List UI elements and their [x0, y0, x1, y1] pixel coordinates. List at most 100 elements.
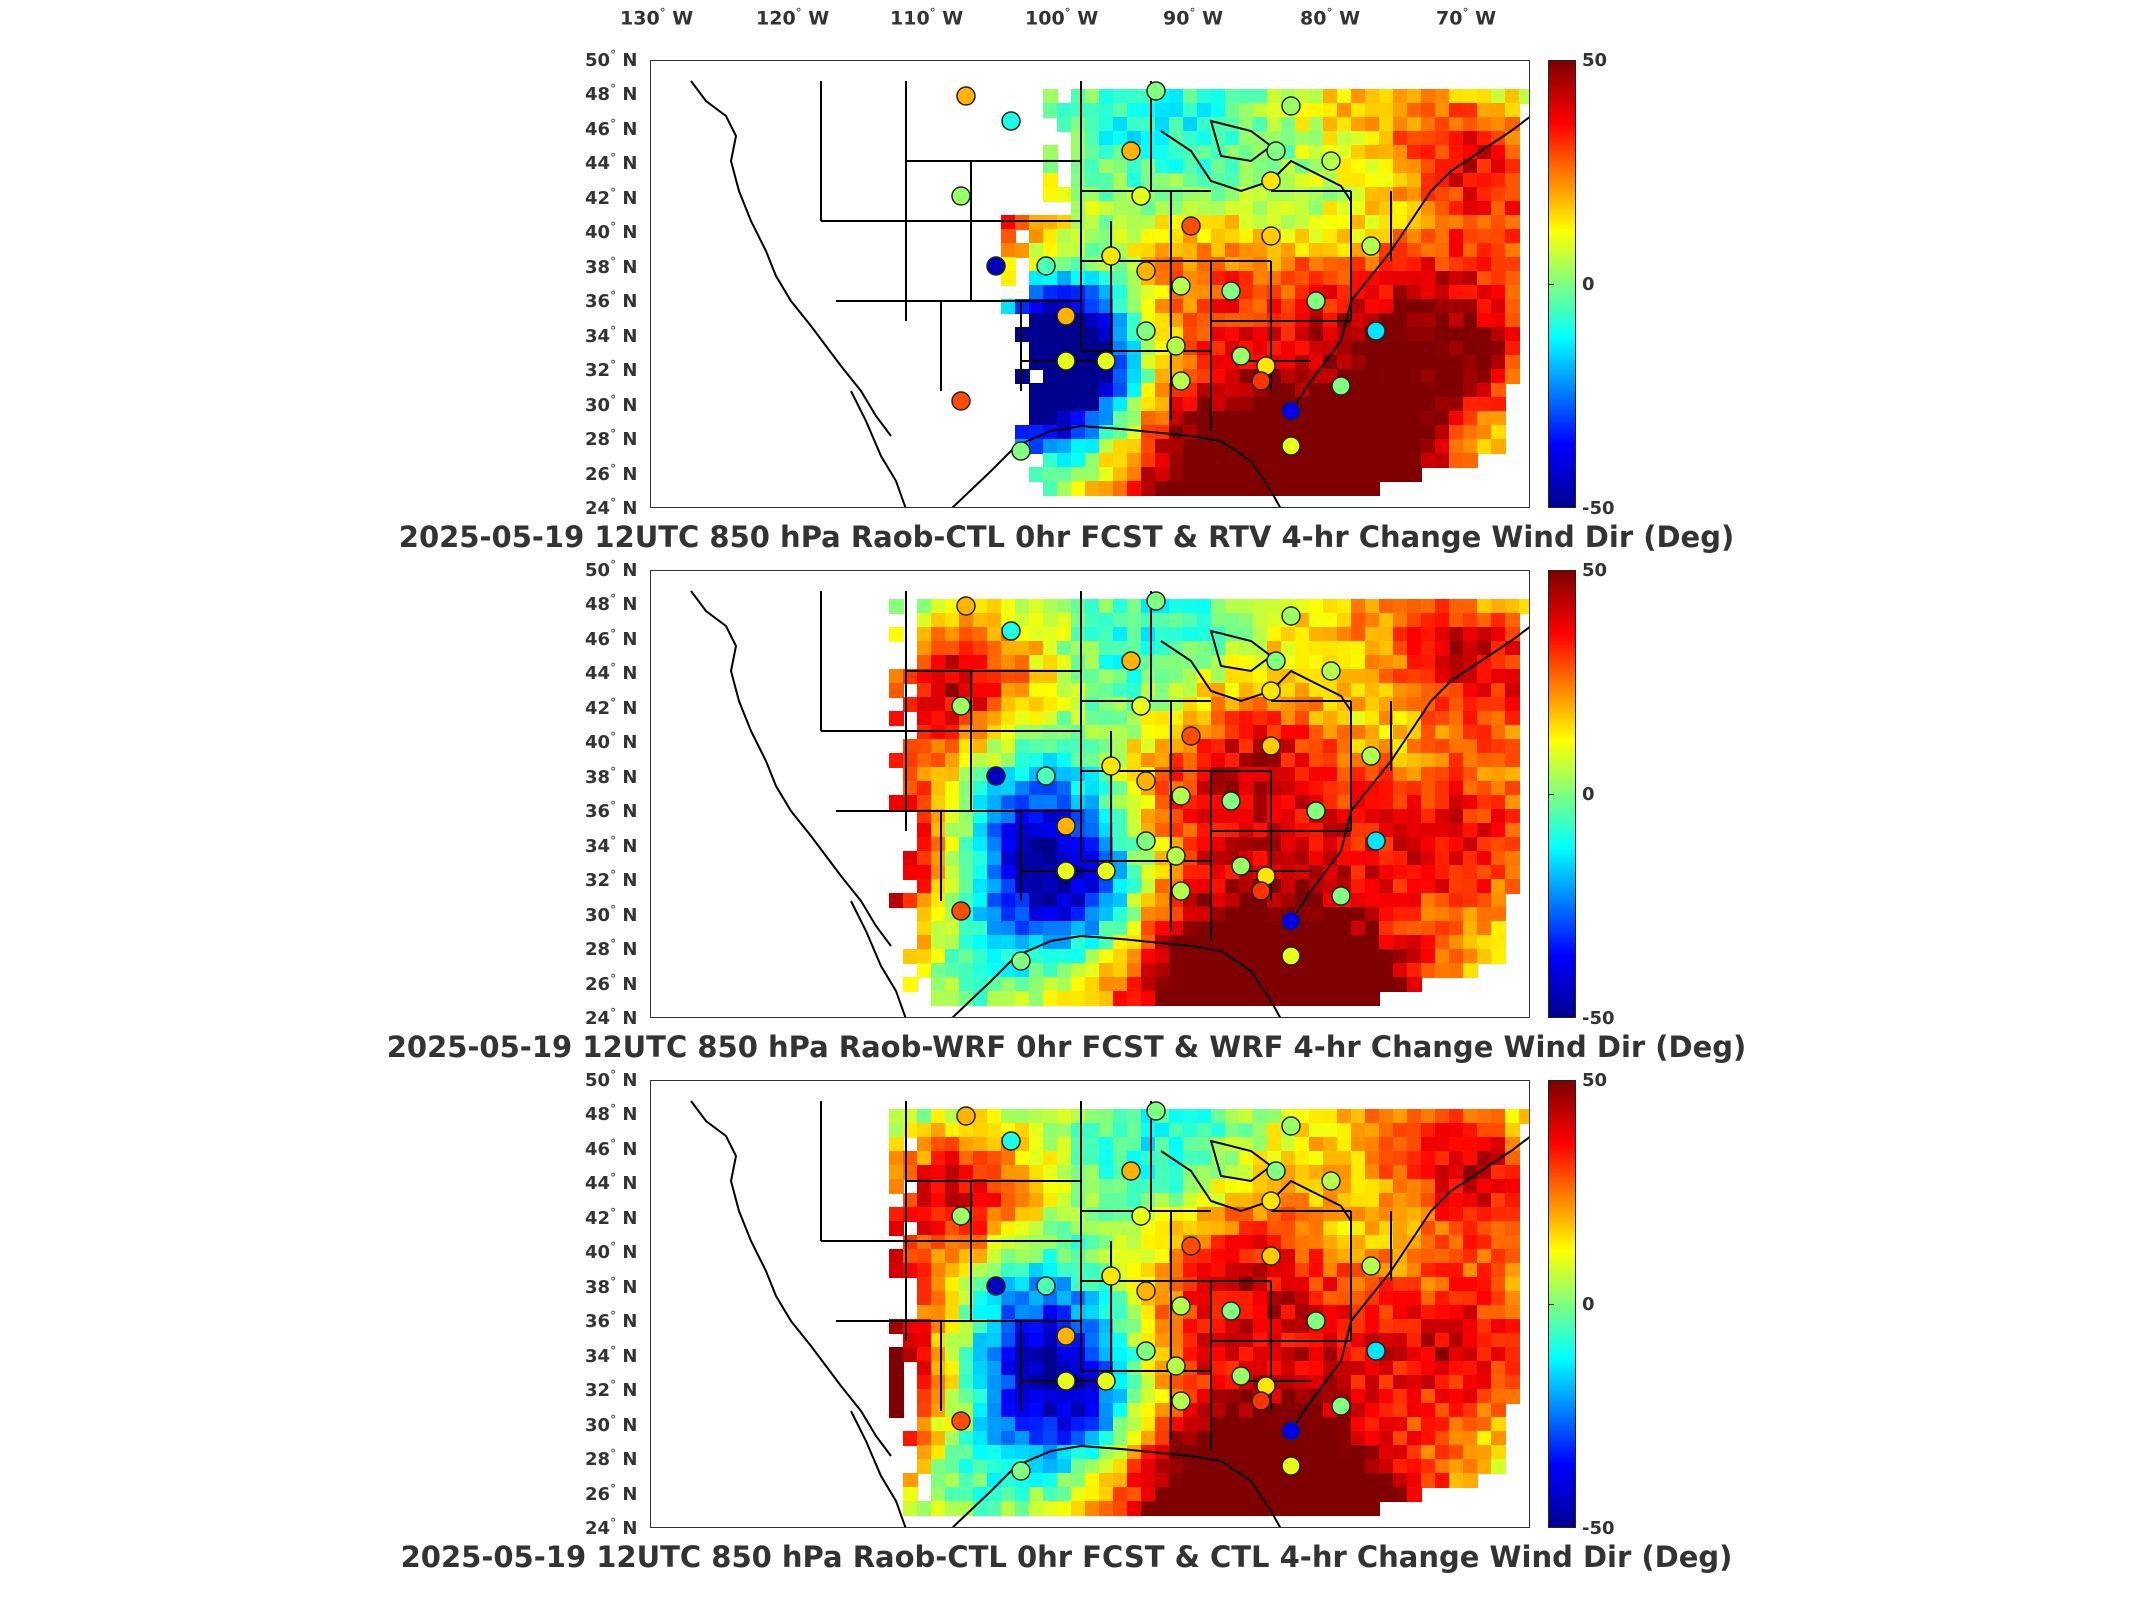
raob-station-marker	[1331, 376, 1351, 396]
raob-station-marker	[1056, 306, 1076, 326]
lat-label: 44° N	[585, 1171, 638, 1195]
raob-station-marker	[1001, 621, 1021, 641]
raob-station-marker	[1171, 1296, 1191, 1316]
lat-label: 36° N	[585, 289, 638, 313]
map-canvas	[690, 1100, 1529, 1527]
panel-title: 2025-05-19 12UTC 850 hPa Raob-CTL 0hr FC…	[398, 520, 1735, 554]
lat-label: 24° N	[585, 496, 638, 519]
raob-station-marker	[951, 186, 971, 206]
colorbar-tick-min: -50	[1582, 1008, 1615, 1029]
raob-station-marker	[956, 596, 976, 616]
colorbar-tick-zero: 0	[1582, 784, 1595, 805]
raob-station-marker	[1121, 651, 1141, 671]
raob-station-marker	[1306, 1311, 1326, 1331]
lat-label: 28° N	[585, 427, 638, 451]
lat-label: 24° N	[585, 1006, 638, 1029]
map-panel-3: 50 0 -50 50° N 48° N 46° N 44° N 42° N 40° N 3…	[0, 1068, 2133, 1590]
raob-station-marker	[1281, 911, 1301, 931]
raob-station-marker	[1121, 1161, 1141, 1181]
colorbar-tick-zero: 0	[1582, 1294, 1595, 1315]
colorbar-tick-mark	[1548, 284, 1554, 285]
raob-station-marker	[1146, 81, 1166, 101]
lat-label: 34° N	[585, 1343, 638, 1367]
raob-station-marker	[1281, 946, 1301, 966]
raob-station-marker	[1131, 186, 1151, 206]
map-panel-2: 50 0 -50 50° N 48° N 46° N 44° N 42° N 40° N 3…	[0, 558, 2133, 1080]
raob-station-marker	[1266, 651, 1286, 671]
panel-title: 2025-05-19 12UTC 850 hPa Raob-WRF 0hr FC…	[386, 1030, 1747, 1064]
raob-station-marker	[1281, 606, 1301, 626]
raob-station-marker	[1281, 1421, 1301, 1441]
lat-label: 48° N	[585, 592, 638, 616]
lat-label: 42° N	[585, 185, 638, 209]
lon-label: 90° W	[1163, 6, 1224, 30]
lat-label: 44° N	[585, 661, 638, 685]
lat-label: 26° N	[585, 1481, 638, 1505]
map-plot-area	[650, 570, 1530, 1018]
raob-stations	[951, 81, 1386, 461]
raob-station-marker	[956, 1106, 976, 1126]
raob-station-marker	[1251, 371, 1271, 391]
colorbar-tick-min: -50	[1582, 1518, 1615, 1539]
lon-label: 110° W	[890, 6, 964, 30]
colorbar-tick-mark	[1548, 60, 1554, 61]
raob-station-marker	[1361, 746, 1381, 766]
raob-station-marker	[1011, 1461, 1031, 1481]
raob-station-marker	[1221, 1301, 1241, 1321]
raob-station-marker	[1281, 401, 1301, 421]
lat-label: 42° N	[585, 1205, 638, 1229]
lat-label: 50° N	[585, 48, 638, 71]
wind-direction-field	[1001, 89, 1529, 496]
lat-label: 32° N	[585, 868, 638, 892]
raob-station-marker	[1361, 236, 1381, 256]
raob-station-marker	[1261, 736, 1281, 756]
raob-station-marker	[1171, 1391, 1191, 1411]
lat-label: 48° N	[585, 82, 638, 106]
raob-station-marker	[1331, 1396, 1351, 1416]
raob-stations	[951, 1101, 1386, 1481]
raob-station-marker	[1136, 1341, 1156, 1361]
lat-label: 40° N	[585, 220, 638, 244]
raob-station-marker	[986, 1276, 1006, 1296]
lat-label: 50° N	[585, 558, 638, 581]
raob-station-marker	[1136, 831, 1156, 851]
lon-label: 80° W	[1300, 6, 1361, 30]
lat-label: 26° N	[585, 461, 638, 485]
raob-station-marker	[1331, 886, 1351, 906]
colorbar-tick-mark	[1548, 570, 1554, 571]
colorbar-tick-max: 50	[1582, 50, 1608, 71]
raob-station-marker	[1011, 441, 1031, 461]
raob-station-marker	[1171, 371, 1191, 391]
raob-station-marker	[1166, 336, 1186, 356]
raob-stations	[951, 591, 1386, 971]
lat-label: 40° N	[585, 730, 638, 754]
raob-station-marker	[951, 696, 971, 716]
raob-station-marker	[1136, 321, 1156, 341]
raob-station-marker	[1261, 1191, 1281, 1211]
lat-label: 34° N	[585, 323, 638, 347]
lat-label: 24° N	[585, 1516, 638, 1539]
raob-station-marker	[1231, 856, 1251, 876]
raob-station-marker	[1251, 881, 1271, 901]
lat-label: 36° N	[585, 799, 638, 823]
raob-station-marker	[1261, 1246, 1281, 1266]
raob-station-marker	[1136, 261, 1156, 281]
raob-station-marker	[951, 901, 971, 921]
colorbar-tick-zero: 0	[1582, 274, 1595, 295]
lat-label: 48° N	[585, 1102, 638, 1126]
colorbar-tick-mark	[1548, 1080, 1554, 1081]
lat-label: 44° N	[585, 151, 638, 175]
lat-label: 26° N	[585, 971, 638, 995]
map-canvas	[690, 590, 1529, 1017]
raob-station-marker	[1101, 246, 1121, 266]
raob-station-marker	[1281, 1116, 1301, 1136]
raob-station-marker	[1261, 226, 1281, 246]
raob-station-marker	[1321, 661, 1341, 681]
colorbar-tick-mark	[1548, 794, 1554, 795]
raob-station-marker	[1036, 766, 1056, 786]
raob-station-marker	[1306, 801, 1326, 821]
raob-station-marker	[1171, 786, 1191, 806]
raob-station-marker	[1366, 321, 1386, 341]
raob-station-marker	[1181, 1236, 1201, 1256]
raob-station-marker	[1321, 1171, 1341, 1191]
